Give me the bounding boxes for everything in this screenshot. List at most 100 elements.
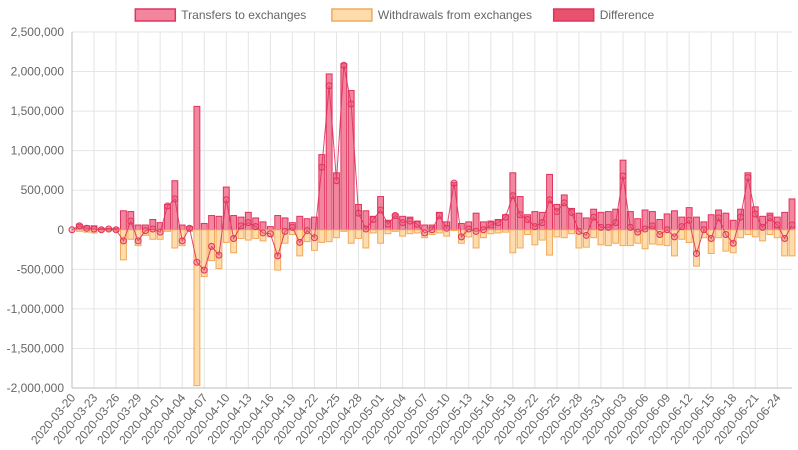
withdrawals-bar (252, 229, 260, 239)
withdrawals-bar (590, 229, 598, 239)
transfers-bar (208, 215, 216, 231)
withdrawals-bar (781, 229, 789, 257)
withdrawals-bar (244, 229, 252, 241)
difference-point (670, 233, 678, 241)
difference-point (186, 224, 194, 232)
withdrawals-bar (171, 229, 179, 249)
difference-point (68, 226, 76, 234)
difference-point (501, 213, 509, 221)
difference-point (377, 206, 385, 214)
legend-withdrawals: Withdrawals from exchanges (331, 8, 532, 22)
difference-point (399, 219, 407, 227)
difference-point (325, 82, 333, 90)
difference-point (237, 222, 245, 230)
difference-point (715, 214, 723, 222)
withdrawals-bar (142, 229, 149, 236)
difference-point (678, 223, 686, 231)
withdrawals-bar (90, 229, 98, 234)
y-tick-label: 1,000,000 (11, 144, 65, 158)
transfers-bar (582, 217, 590, 231)
withdrawals-bar (164, 229, 171, 232)
transfers-bar (171, 180, 179, 231)
transfers-bar (134, 224, 142, 231)
transfers-bar (744, 172, 752, 231)
withdrawals-bar (766, 229, 774, 236)
legend-transfers-label: Transfers to exchanges (181, 8, 306, 22)
withdrawals-bar (744, 229, 752, 236)
difference-point (421, 229, 429, 237)
transfers-bar (200, 222, 208, 231)
difference-point (634, 228, 642, 236)
withdrawals-bar (715, 229, 722, 239)
difference-point (355, 209, 363, 217)
transfers-bar (693, 216, 700, 231)
withdrawals-bar (413, 229, 421, 234)
withdrawals-bar (399, 229, 407, 237)
difference-point (494, 219, 502, 227)
withdrawals-bar (384, 229, 392, 235)
difference-point (141, 227, 149, 235)
difference-point (538, 219, 546, 227)
difference-point (759, 223, 767, 231)
difference-point (546, 196, 554, 204)
difference-point (766, 214, 774, 222)
withdrawals-bar (546, 229, 553, 256)
withdrawals-bar (465, 229, 473, 238)
difference-point (244, 219, 252, 227)
difference-point (149, 225, 157, 233)
difference-point (582, 231, 590, 239)
legend-difference-swatch (552, 8, 595, 22)
withdrawals-bar (406, 229, 414, 235)
difference-point (105, 225, 113, 233)
difference-point (612, 219, 620, 227)
difference-point (340, 61, 348, 69)
transfers-bar (193, 105, 201, 231)
withdrawals-bar (502, 229, 509, 233)
difference-point (156, 228, 164, 236)
difference-point (656, 231, 664, 239)
difference-point (119, 237, 127, 245)
difference-point (193, 258, 201, 266)
legend-transfers-swatch (134, 8, 177, 22)
y-tick-label: 0 (57, 223, 64, 237)
difference-point (641, 225, 649, 233)
difference-point (450, 179, 458, 187)
withdrawals-bar (355, 229, 362, 239)
withdrawals-bar (788, 229, 796, 257)
difference-point (303, 227, 311, 235)
transfers-bar (619, 159, 627, 231)
withdrawals-bar (450, 229, 458, 232)
withdrawals-bar (391, 229, 399, 232)
difference-point (347, 100, 355, 108)
difference-point (318, 163, 326, 171)
difference-point (222, 196, 230, 204)
withdrawals-bar (369, 229, 377, 234)
difference-point (722, 231, 730, 239)
difference-point (648, 222, 656, 230)
withdrawals-bar (553, 229, 561, 238)
transfers-bar (325, 73, 333, 231)
difference-point (252, 223, 260, 231)
difference-point (97, 226, 105, 234)
y-tick-label: -500,000 (17, 262, 65, 276)
withdrawals-bar (487, 229, 495, 235)
transfers-bar (421, 224, 429, 231)
withdrawals-bar (568, 229, 576, 235)
difference-point (215, 251, 223, 259)
difference-point (391, 212, 399, 220)
transfers-bar (450, 181, 458, 231)
withdrawals-bar (215, 229, 223, 270)
difference-point (516, 211, 524, 219)
withdrawals-bar (671, 229, 678, 257)
difference-point (171, 195, 179, 203)
transfers-bar (215, 215, 223, 231)
difference-point (531, 223, 539, 231)
difference-point (200, 266, 208, 274)
difference-point (751, 210, 759, 218)
transfers-bar (781, 211, 789, 231)
withdrawals-bar (641, 229, 649, 250)
withdrawals-bar (685, 229, 693, 243)
withdrawals-bar (288, 229, 296, 236)
difference-point (178, 237, 186, 245)
transfers-bar (634, 218, 642, 231)
